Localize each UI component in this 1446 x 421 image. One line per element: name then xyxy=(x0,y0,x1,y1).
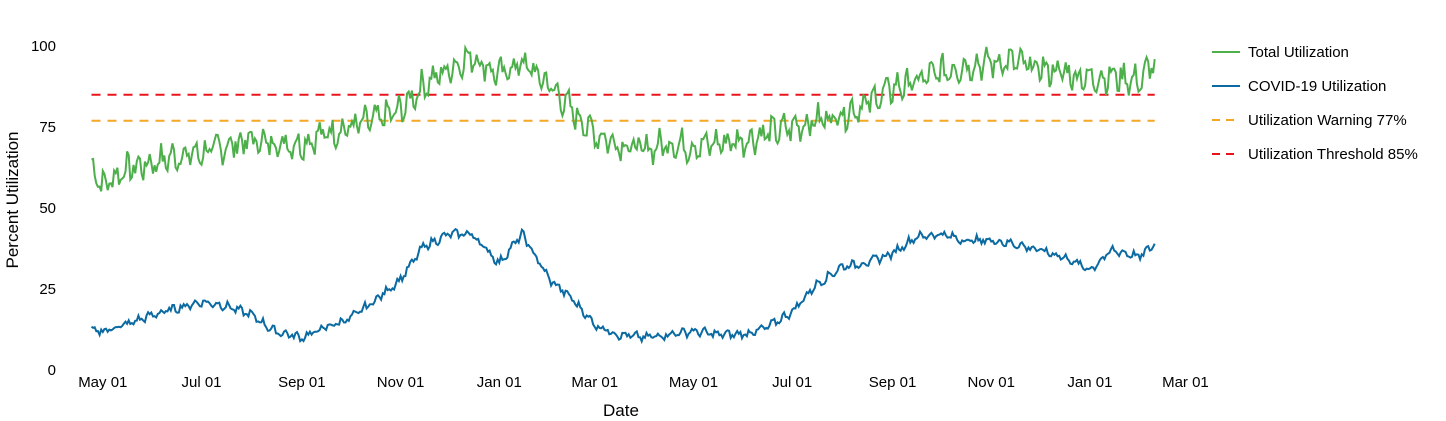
x-tick-label: Sep 01 xyxy=(869,374,917,391)
x-tick-label: Nov 01 xyxy=(377,374,425,391)
legend-label: Utilization Threshold 85% xyxy=(1248,146,1418,163)
y-axis-title: Percent Utilization xyxy=(3,131,22,268)
x-tick-label: Nov 01 xyxy=(967,374,1015,391)
x-tick-label: Jan 01 xyxy=(477,374,522,391)
series-line xyxy=(90,227,1156,345)
y-axis-ticks: 0 25 50 75 100 xyxy=(31,38,56,379)
y-tick-label: 25 xyxy=(39,281,56,298)
series-lines xyxy=(90,44,1156,345)
legend-label: Total Utilization xyxy=(1248,44,1349,61)
x-axis-title: Date xyxy=(603,401,639,420)
series-line xyxy=(91,44,1156,192)
x-axis-ticks: May 01 Jul 01 Sep 01 Nov 01 Jan 01 Mar 01 May … xyxy=(78,374,1209,391)
x-tick-label: Jan 01 xyxy=(1067,374,1112,391)
x-tick-label: May 01 xyxy=(78,374,127,391)
x-tick-label: Jul 01 xyxy=(772,374,812,391)
x-tick-label: Mar 01 xyxy=(1162,374,1209,391)
y-tick-label: 50 xyxy=(39,200,56,217)
y-tick-label: 75 xyxy=(39,119,56,136)
x-tick-label: Mar 01 xyxy=(571,374,618,391)
y-tick-label: 0 xyxy=(48,362,56,379)
legend-label: COVID-19 Utilization xyxy=(1248,78,1386,95)
x-tick-label: Jul 01 xyxy=(182,374,222,391)
y-tick-label: 100 xyxy=(31,38,56,55)
x-tick-label: May 01 xyxy=(669,374,718,391)
legend: Total Utilization COVID-19 Utilization Uti… xyxy=(1212,44,1418,163)
x-tick-label: Sep 01 xyxy=(278,374,326,391)
legend-label: Utilization Warning 77% xyxy=(1248,112,1407,129)
